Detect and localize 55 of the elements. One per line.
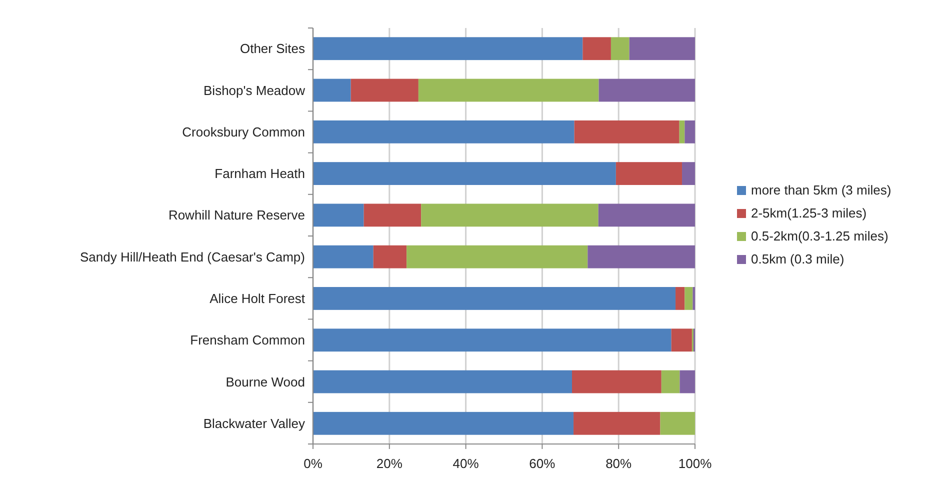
bar (313, 287, 676, 310)
x-tick-label: 100% (678, 456, 712, 471)
legend-label: 0.5km (0.3 mile) (751, 252, 844, 267)
bar (313, 37, 583, 60)
bar (574, 412, 660, 435)
bar (574, 120, 680, 144)
bar (313, 328, 672, 352)
bar (616, 162, 682, 185)
bar (313, 78, 351, 102)
y-tick-label: Crooksbury Common (182, 124, 305, 140)
bar (684, 120, 695, 144)
y-tick-label: Farnham Heath (214, 166, 305, 182)
x-tick-label: 0% (304, 456, 323, 471)
bar (684, 287, 693, 310)
bar (661, 370, 680, 394)
bar (418, 78, 599, 102)
legend-label: 2-5km(1.25-3 miles) (751, 206, 867, 221)
bar (313, 120, 574, 144)
legend-label: more than 5km (3 miles) (751, 182, 892, 198)
bar (588, 245, 695, 268)
x-tick-label: 60% (529, 456, 556, 471)
bar (629, 37, 695, 60)
bar (676, 287, 685, 310)
x-tick-label: 40% (452, 456, 480, 471)
bar (679, 120, 685, 144)
bar (313, 412, 574, 435)
x-tick-label: 80% (606, 456, 632, 471)
bar (350, 78, 418, 102)
bar (313, 245, 374, 268)
y-tick-label: Bourne Wood (226, 374, 305, 390)
bar (313, 370, 572, 394)
legend-label: 0.5-2km(0.3-1.25 miles) (751, 228, 888, 244)
bar (572, 370, 662, 394)
y-tick-label: Alice Holt Forest (210, 291, 306, 306)
bar (313, 162, 616, 185)
bar (660, 412, 695, 435)
bar (582, 37, 611, 60)
bar (598, 204, 695, 227)
y-tick-label: Bishop's Meadow (204, 82, 306, 98)
bar (313, 204, 364, 227)
x-tick-label: 20% (376, 456, 403, 471)
bar (610, 37, 630, 60)
y-tick-label: Other Sites (240, 41, 306, 56)
bar (364, 204, 422, 227)
bar (682, 162, 695, 185)
bar (680, 370, 695, 394)
y-tick-label: Rowhill Nature Reserve (168, 208, 305, 223)
y-tick-label: Blackwater Valley (203, 416, 306, 431)
bar (671, 328, 692, 352)
bar (373, 245, 407, 268)
bar (406, 245, 588, 268)
bar (421, 204, 598, 227)
bar (598, 78, 695, 102)
y-tick-label: Sandy Hill/Heath End (Caesar's Camp) (80, 249, 305, 264)
y-tick-label: Frensham Common (190, 332, 305, 348)
